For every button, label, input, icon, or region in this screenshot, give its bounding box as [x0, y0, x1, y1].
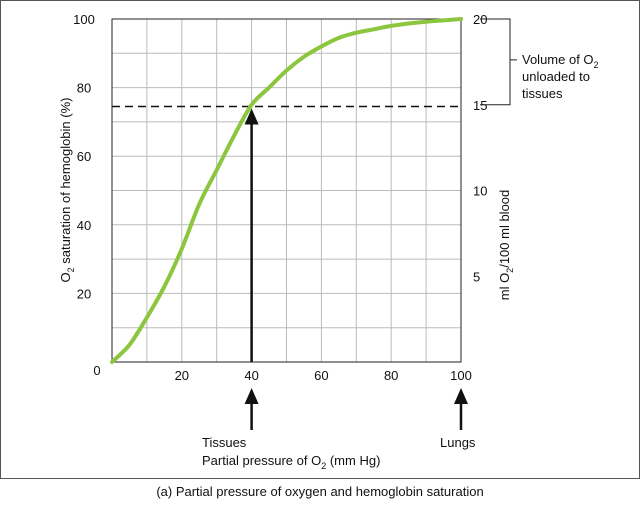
figure-caption: (a) Partial pressure of oxygen and hemog… — [156, 484, 483, 499]
annotation-line1: Volume of O2 — [522, 52, 599, 70]
saturation-curve — [110, 17, 463, 364]
x-tick-label: 100 — [450, 368, 472, 383]
x-axis-title: Partial pressure of O2 (mm Hg) — [202, 453, 380, 471]
tissues-label: Tissues — [202, 435, 247, 450]
annotation-line2: unloaded to — [522, 69, 590, 84]
y-left-tick-label: 40 — [77, 218, 91, 233]
gridlines — [112, 19, 461, 362]
x-tick-label: 60 — [314, 368, 328, 383]
annotation-bracket — [480, 18, 517, 106]
y-right-axis-title: ml O2/100 ml blood — [497, 190, 515, 301]
y-left-tick-label: 80 — [77, 81, 91, 96]
y-right-tick-label: 5 — [473, 269, 480, 284]
tissues-lower-arrow — [244, 388, 259, 430]
x-tick-label: 0 — [93, 363, 100, 378]
annotation-line3: tissues — [522, 86, 563, 101]
plot-frame — [111, 18, 462, 363]
lungs-label: Lungs — [440, 435, 476, 450]
y-left-tick-label: 100 — [73, 12, 95, 27]
tissues-vertical-arrow — [244, 108, 259, 362]
lungs-lower-arrow — [454, 388, 468, 430]
y-left-tick-label: 20 — [77, 286, 91, 301]
volume-annotation: Volume of O2 unloaded to tissues — [480, 18, 599, 106]
tissues-lower-arrow-head — [244, 388, 259, 404]
x-tick-label: 80 — [384, 368, 398, 383]
y-axis-title: O2 saturation of hemoglobin (%) — [58, 98, 76, 283]
x-tick-label: 20 — [175, 368, 189, 383]
arrows — [244, 108, 468, 430]
x-tick-label: 40 — [244, 368, 258, 383]
y-right-tick-label: 10 — [473, 184, 487, 199]
lungs-lower-arrow-head — [454, 388, 468, 404]
tissues-vertical-arrow-head — [244, 108, 259, 125]
y-left-tick-label: 60 — [77, 149, 91, 164]
